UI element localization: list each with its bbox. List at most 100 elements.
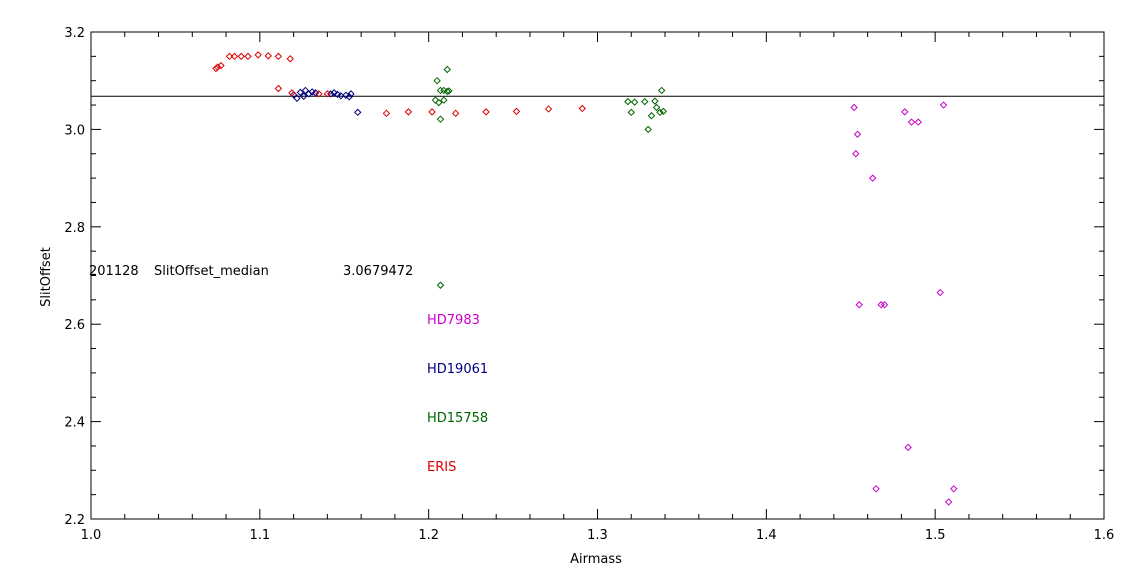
x-tick-label: 1.5: [925, 528, 946, 543]
data-point: [436, 115, 445, 123]
legend-entry-eris: ERIS: [427, 460, 456, 475]
data-point: [868, 174, 877, 182]
data-point: [212, 64, 220, 73]
data-point: [872, 485, 880, 493]
annotation-median-value: 3.0679472: [343, 264, 413, 279]
data-point: [443, 65, 451, 74]
axis-ticks: [90, 31, 1105, 520]
data-point: [544, 105, 553, 113]
data-point: [217, 61, 225, 70]
data-point: [213, 63, 222, 71]
data-point: [435, 98, 443, 107]
data-point: [274, 84, 283, 93]
data-point: [944, 498, 953, 506]
data-point: [482, 108, 490, 116]
series-hd7983: [850, 101, 958, 506]
y-tick-label: 3.0: [64, 123, 85, 138]
data-point: [431, 96, 440, 104]
data-point: [445, 87, 453, 95]
data-point: [850, 103, 858, 112]
annotation-date: 201128: [89, 264, 139, 279]
data-point: [659, 107, 668, 116]
data-point: [578, 104, 587, 113]
data-point: [289, 91, 298, 99]
legend: HD7983 HD19061 HD15758 ERIS: [427, 313, 488, 475]
data-point: [382, 109, 391, 118]
data-point: [950, 485, 958, 493]
data-point: [914, 118, 922, 126]
series-hd19061: [289, 86, 362, 117]
series-hd15758: [431, 65, 668, 289]
data-point: [225, 52, 234, 61]
data-point: [347, 90, 355, 98]
data-point: [440, 96, 448, 104]
data-point: [230, 52, 239, 61]
data-point: [330, 89, 338, 97]
data-point: [436, 281, 445, 289]
y-tick-label: 2.4: [64, 416, 85, 431]
data-point: [244, 52, 252, 61]
data-point: [852, 150, 860, 158]
legend-entry-hd19061: HD19061: [427, 362, 488, 377]
series-eris: [212, 51, 587, 118]
x-tick-label: 1.1: [249, 528, 270, 543]
x-tick-labels: 1.0 1.1 1.2 1.3 1.4 1.5 1.6: [81, 528, 1115, 543]
data-point: [345, 93, 354, 101]
data-point: [657, 86, 666, 95]
legend-entry-hd7983: HD7983: [427, 313, 480, 328]
data-point: [855, 301, 863, 309]
x-tick-label: 1.2: [418, 528, 439, 543]
y-tick-label: 2.6: [64, 318, 85, 333]
y-tick-label: 2.2: [64, 513, 85, 528]
data-point: [651, 97, 659, 105]
legend-entry-hd15758: HD15758: [427, 411, 488, 426]
data-point: [286, 55, 294, 63]
data-point: [293, 94, 301, 102]
data-point: [443, 87, 451, 96]
data-point: [404, 108, 413, 116]
x-tick-label: 1.0: [81, 528, 102, 543]
data-point: [301, 86, 310, 95]
annotation-label: SlitOffset_median: [154, 264, 269, 279]
data-point: [264, 52, 272, 60]
data-point: [296, 88, 305, 97]
y-tick-label: 3.2: [64, 26, 85, 41]
x-tick-label: 1.3: [587, 528, 608, 543]
data-point: [315, 90, 323, 98]
data-point: [907, 118, 916, 126]
data-point: [354, 108, 362, 117]
y-axis-title: SlitOffset: [39, 247, 54, 307]
data-point: [939, 101, 948, 109]
data-point: [433, 76, 441, 85]
data-point: [254, 51, 262, 59]
x-tick-label: 1.4: [756, 528, 777, 543]
data-point: [333, 90, 342, 99]
data-point: [274, 52, 283, 61]
data-point: [904, 443, 912, 452]
data-point: [901, 108, 909, 116]
data-point: [428, 108, 436, 116]
data-point: [647, 112, 656, 120]
x-axis-title: Airmass: [570, 552, 622, 567]
data-point: [853, 130, 862, 138]
y-tick-labels: 2.2 2.4 2.6 2.8 3.0 3.2: [64, 26, 85, 528]
data-point: [641, 97, 649, 106]
y-tick-label: 2.8: [64, 221, 85, 236]
data-point: [644, 125, 652, 134]
data-point: [323, 90, 332, 98]
data-point: [627, 108, 635, 117]
data-point: [237, 52, 245, 61]
data-point: [652, 103, 661, 112]
data-point: [630, 98, 639, 106]
data-point: [936, 288, 944, 297]
data-point: [624, 97, 632, 106]
x-tick-label: 1.6: [1094, 528, 1115, 543]
data-point: [300, 92, 308, 100]
data-points: [212, 51, 958, 506]
data-point: [451, 109, 460, 118]
data-point: [288, 89, 296, 97]
data-point: [512, 107, 521, 116]
data-point: [656, 108, 664, 117]
data-point: [880, 301, 889, 309]
